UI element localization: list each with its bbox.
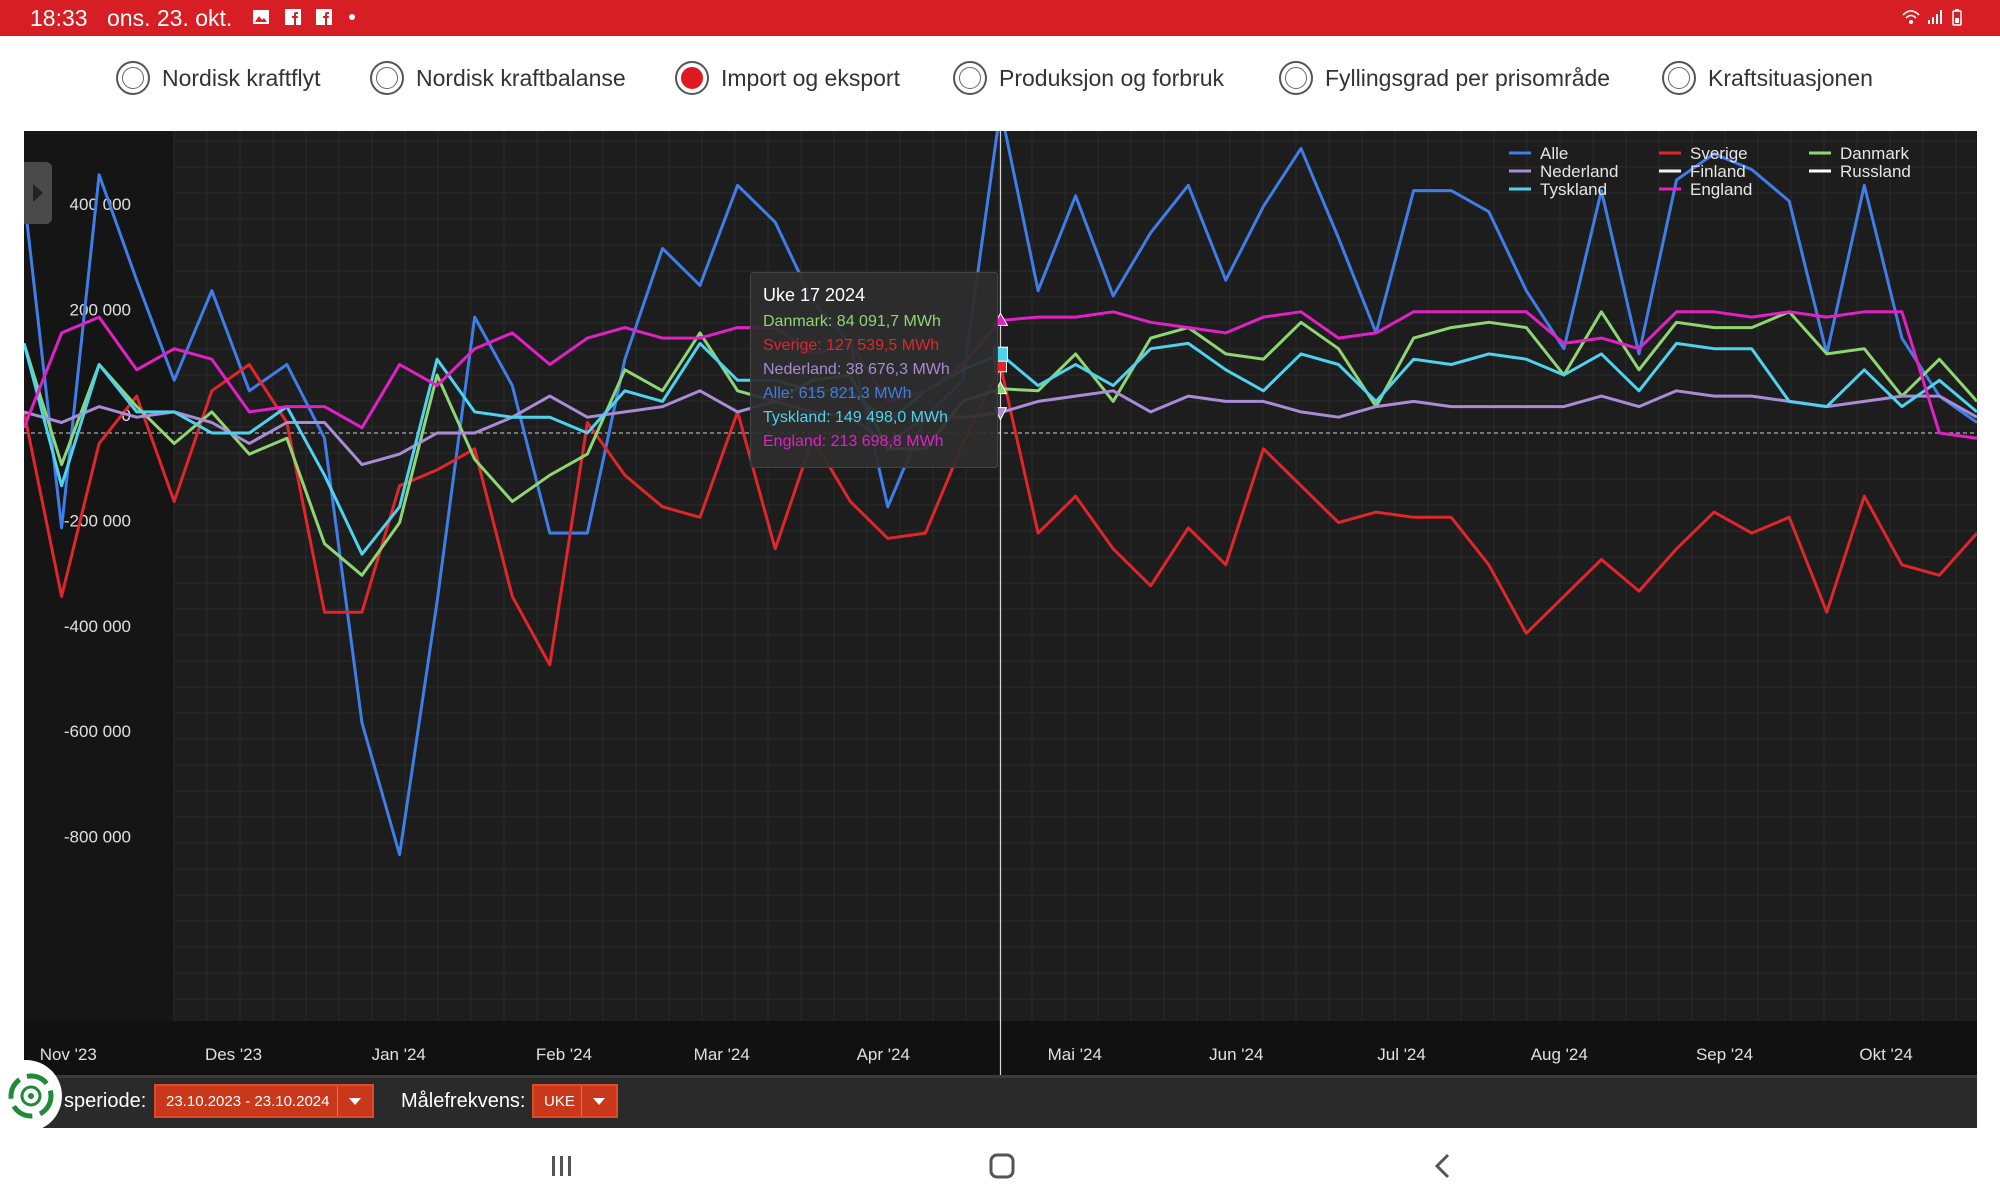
radio-button[interactable] — [1662, 61, 1696, 95]
period-label: speriode: — [64, 1090, 147, 1112]
facebook-icon — [285, 9, 301, 25]
legend-label: Sverige — [1690, 144, 1748, 163]
legend-item-sverige[interactable]: Sverige — [1659, 144, 1748, 163]
x-tick-label: Des '23 — [205, 1045, 262, 1064]
radio-import-og-eksport[interactable]: Import og eksport — [675, 58, 900, 98]
y-tick-label: -800 000 — [64, 828, 131, 847]
radio-button[interactable] — [1279, 61, 1313, 95]
status-date: ons. 23. okt. — [107, 5, 233, 31]
radio-label: Nordisk kraftbalanse — [416, 64, 626, 91]
legend-item-finland[interactable]: Finland — [1659, 162, 1746, 181]
legend-label: Alle — [1540, 144, 1568, 163]
legend-item-tyskland[interactable]: Tyskland — [1509, 180, 1607, 199]
tooltip-row: England: 213 698,8 MWh — [763, 433, 944, 450]
facebook-icon — [316, 9, 332, 25]
y-tick-label: 400 000 — [70, 195, 131, 214]
radio-label: Kraftsituasjonen — [1708, 64, 1873, 91]
status-bar: 18:33 ons. 23. okt. — [0, 0, 2000, 36]
y-tick-label: -400 000 — [64, 617, 131, 636]
radio-label: Fyllingsgrad per prisområde — [1325, 64, 1611, 91]
frequency-value: UKE — [544, 1092, 575, 1110]
plot-background — [174, 131, 1977, 1021]
radio-produksjon-og-forbruk[interactable]: Produksjon og forbruk — [953, 58, 1224, 98]
x-tick-label: Apr '24 — [857, 1045, 910, 1064]
period-select[interactable]: 23.10.2023 - 23.10.2024 — [154, 1084, 374, 1118]
legend-label: Finland — [1690, 162, 1746, 181]
radio-button[interactable] — [370, 61, 404, 95]
dot-icon — [349, 14, 355, 20]
signal-icon — [1928, 10, 1942, 24]
legend-item-england[interactable]: England — [1659, 180, 1752, 199]
view-selector: Nordisk kraftflyt Nordisk kraftbalanse I… — [0, 36, 2000, 130]
frequency-label: Målefrekvens: — [401, 1090, 526, 1112]
radio-button-selected[interactable] — [675, 61, 709, 95]
tooltip-row: Danmark: 84 091,7 MWh — [763, 313, 941, 330]
x-tick-label: Jun '24 — [1209, 1045, 1263, 1064]
status-time: 18:33 — [30, 5, 88, 31]
battery-icon — [1952, 9, 1962, 26]
legend-item-alle[interactable]: Alle — [1509, 144, 1568, 163]
x-tick-label: Jul '24 — [1377, 1045, 1426, 1064]
recycle-logo-icon — [8, 1073, 54, 1119]
tooltip-row: Sverige: 127 539,5 MWh — [763, 337, 940, 354]
x-tick-label: Mai '24 — [1048, 1045, 1102, 1064]
legend-label: Danmark — [1840, 144, 1909, 163]
y-tick-label: -200 000 — [64, 511, 131, 530]
control-bar: speriode: 23.10.2023 - 23.10.2024 Målefr… — [24, 1075, 1977, 1128]
radio-nordisk-kraftbalanse[interactable]: Nordisk kraftbalanse — [370, 58, 626, 98]
recent-apps-icon[interactable] — [542, 1150, 582, 1182]
dropdown-arrow-icon[interactable] — [337, 1086, 372, 1116]
home-icon[interactable] — [982, 1150, 1022, 1182]
radio-button[interactable] — [953, 61, 987, 95]
period-value: 23.10.2023 - 23.10.2024 — [166, 1092, 330, 1110]
y-tick-label: -600 000 — [64, 722, 131, 741]
back-icon[interactable] — [1424, 1150, 1464, 1182]
radio-label: Nordisk kraftflyt — [162, 64, 321, 91]
legend-label: England — [1690, 180, 1752, 199]
app-logo — [0, 1060, 62, 1132]
radio-button[interactable] — [116, 61, 150, 95]
radio-label: Produksjon og forbruk — [999, 64, 1225, 91]
x-tick-label: Jan '24 — [372, 1045, 426, 1064]
legend-label: Nederland — [1540, 162, 1618, 181]
legend-label: Russland — [1840, 162, 1911, 181]
x-tick-label: Mar '24 — [694, 1045, 750, 1064]
x-tick-label: Okt '24 — [1859, 1045, 1912, 1064]
x-tick-label: Aug '24 — [1531, 1045, 1588, 1064]
tooltip-row: Alle: 615 821,3 MWh — [763, 385, 912, 402]
radio-label: Import og eksport — [721, 64, 900, 91]
tooltip-title: Uke 17 2024 — [763, 285, 866, 305]
dropdown-arrow-icon[interactable] — [581, 1086, 616, 1116]
side-panel-toggle[interactable] — [24, 162, 52, 224]
wifi-icon — [1902, 10, 1920, 24]
legend-item-danmark[interactable]: Danmark — [1809, 144, 1909, 163]
tooltip-row: Tyskland: 149 498,0 MWh — [763, 409, 948, 426]
chart-tooltip: Uke 17 2024 Danmark: 84 091,7 MWh Sverig… — [750, 272, 998, 468]
radio-nordisk-kraftflyt[interactable]: Nordisk kraftflyt — [116, 58, 320, 98]
x-tick-label: Feb '24 — [536, 1045, 592, 1064]
x-tick-label: Sep '24 — [1696, 1045, 1753, 1064]
frequency-select[interactable]: UKE — [532, 1084, 618, 1118]
radio-kraftsituasjonen[interactable]: Kraftsituasjonen — [1662, 58, 1873, 98]
legend-label: Tyskland — [1540, 180, 1607, 199]
radio-fyllingsgrad[interactable]: Fyllingsgrad per prisområde — [1279, 58, 1610, 98]
legend-item-russland[interactable]: Russland — [1809, 162, 1911, 181]
tooltip-row: Nederland: 38 676,3 MWh — [763, 361, 950, 378]
image-icon — [253, 10, 269, 24]
chevron-right-icon — [33, 184, 43, 202]
system-nav-bar — [0, 1130, 2000, 1200]
x-tick-label: Nov '23 — [40, 1045, 97, 1064]
legend-item-nederland[interactable]: Nederland — [1509, 162, 1618, 181]
